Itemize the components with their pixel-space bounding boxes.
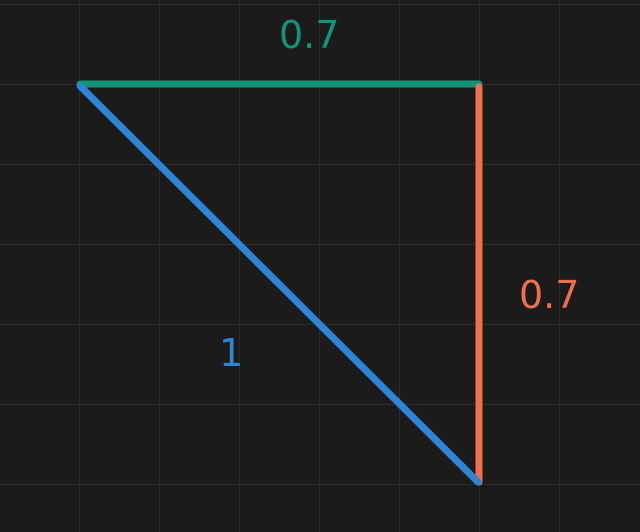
hypotenuse-label: 1 — [219, 331, 244, 375]
right-side-label: 0.7 — [519, 273, 580, 317]
top-side-label: 0.7 — [279, 13, 340, 57]
triangle-hypotenuse — [76, 82, 482, 486]
